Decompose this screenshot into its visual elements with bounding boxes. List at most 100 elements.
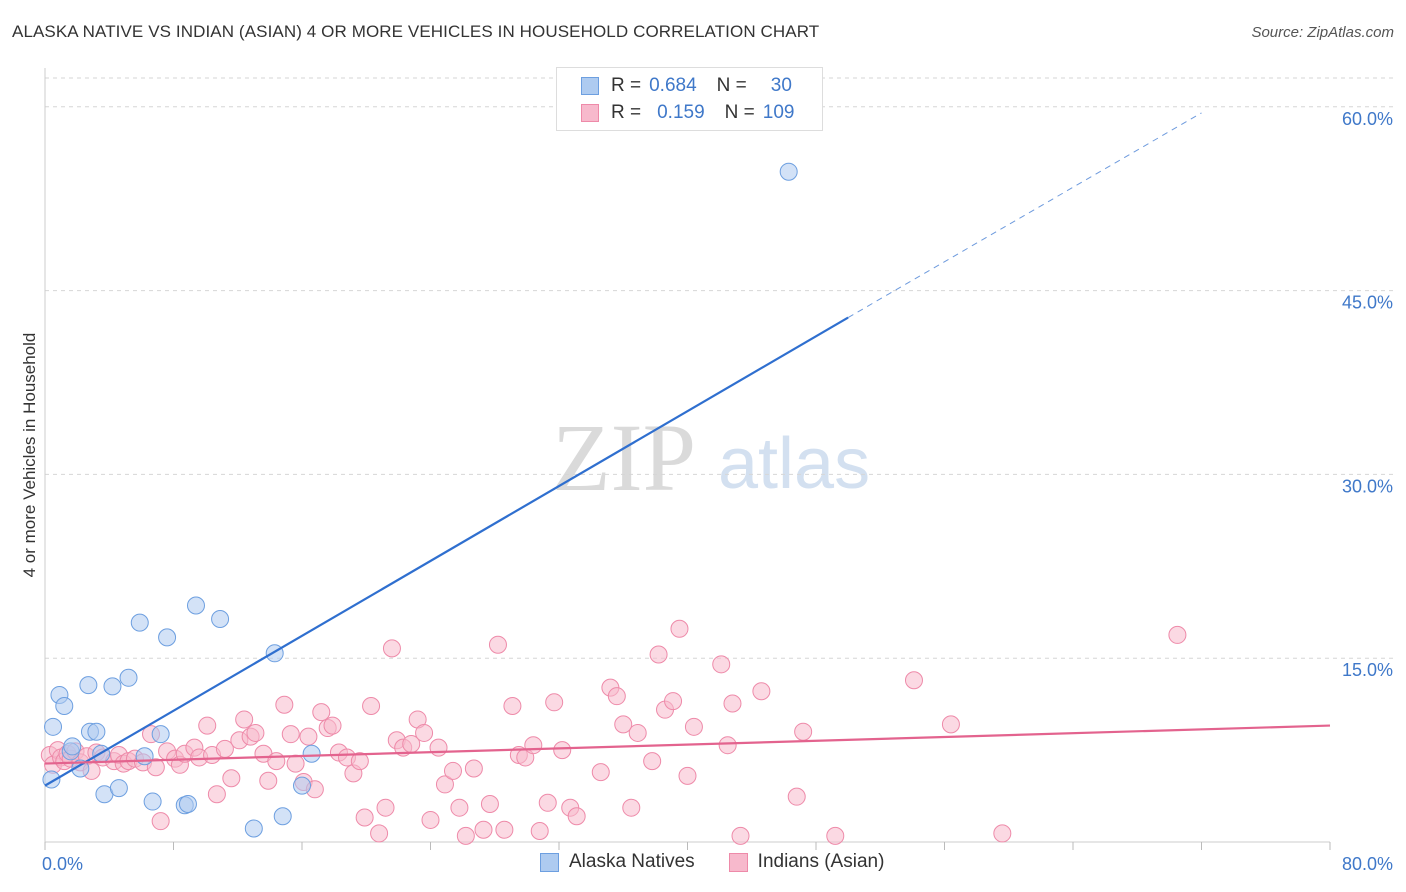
point-indians-asian: [376, 798, 395, 817]
point-indians-asian: [198, 716, 217, 735]
point-indians-asian: [723, 694, 742, 713]
legend-label-alaska-natives: Alaska Natives: [569, 851, 695, 872]
point-alaska-natives: [273, 807, 292, 826]
point-indians-asian: [435, 775, 454, 794]
point-alaska-natives: [178, 795, 197, 814]
y-tick-label: 30.0%: [1342, 476, 1393, 496]
point-indians-asian: [286, 754, 305, 773]
point-indians-asian: [752, 682, 771, 701]
point-alaska-natives: [779, 162, 798, 181]
legend-r-label: R =: [611, 102, 642, 123]
point-alaska-natives: [71, 759, 90, 778]
point-alaska-natives: [55, 696, 74, 715]
point-alaska-natives: [103, 677, 122, 696]
stats-legend: R = 0.684 N = 30 R = 0.159 N = 109: [556, 67, 823, 131]
point-indians-asian: [267, 752, 286, 771]
point-indians-asian: [474, 820, 493, 839]
point-alaska-natives: [293, 776, 311, 795]
point-indians-asian: [259, 771, 278, 790]
point-indians-asian: [275, 695, 294, 714]
grid: [45, 77, 1395, 659]
point-indians-asian: [464, 759, 483, 778]
point-indians-asian: [443, 761, 462, 780]
point-indians-asian: [731, 826, 750, 845]
legend-label-indians-asian: Indians (Asian): [757, 851, 885, 872]
point-indians-asian: [312, 703, 331, 722]
point-indians-asian: [553, 741, 572, 760]
legend-n-label: N =: [716, 75, 747, 96]
point-indians-asian: [826, 826, 845, 845]
legend-swatch-pink: [581, 104, 599, 122]
point-indians-asian: [941, 715, 960, 734]
trendlines: [44, 112, 1331, 787]
point-indians-asian: [904, 671, 923, 690]
point-alaska-natives: [135, 747, 154, 766]
legend-row-indians-asian: R = 0.159 N = 109: [581, 101, 794, 125]
point-alaska-natives: [44, 717, 63, 736]
point-indians-asian: [670, 619, 689, 638]
axes: [44, 68, 1331, 850]
trendline-indians-asian: [44, 724, 1331, 765]
trendline-alaska-natives-extension: [847, 112, 1202, 318]
point-indians-asian: [530, 821, 549, 840]
point-indians-asian: [323, 716, 342, 735]
point-indians-asian: [591, 763, 610, 782]
point-indians-asian: [450, 798, 469, 817]
point-indians-asian: [524, 736, 543, 755]
series-legend: Alaska Natives Indians (Asian): [540, 851, 918, 873]
point-indians-asian: [207, 785, 226, 804]
point-indians-asian: [664, 692, 683, 711]
point-indians-asian: [151, 812, 170, 831]
point-indians-asian: [712, 655, 731, 674]
y-tick-label: 45.0%: [1342, 293, 1393, 313]
point-alaska-natives: [130, 613, 149, 632]
point-indians-asian: [362, 696, 381, 715]
point-indians-asian: [235, 710, 254, 729]
legend-swatch-pink: [728, 852, 748, 872]
legend-r-value: 0.159: [657, 102, 705, 123]
point-indians-asian: [614, 715, 633, 734]
y-tick-label: 15.0%: [1342, 660, 1393, 680]
watermark-zip: ZIP: [552, 404, 696, 511]
point-alaska-natives: [109, 779, 128, 798]
point-indians-asian: [678, 766, 697, 785]
series-indians-asian: [40, 619, 1187, 845]
point-indians-asian: [382, 639, 401, 658]
legend-r-value: 0.684: [649, 75, 697, 96]
point-alaska-natives: [302, 744, 321, 763]
legend-n-value: 109: [762, 102, 795, 123]
point-indians-asian: [488, 635, 507, 654]
point-indians-asian: [545, 693, 564, 712]
point-indians-asian: [495, 820, 514, 839]
y-tick-label: 60.0%: [1342, 109, 1393, 129]
tick-labels: 15.0% 30.0% 45.0% 60.0% 0.0% 80.0%: [42, 109, 1393, 874]
point-indians-asian: [787, 787, 806, 806]
point-indians-asian: [146, 758, 165, 777]
point-indians-asian: [993, 824, 1012, 843]
legend-swatch-blue: [581, 77, 599, 95]
chart-title: ALASKA NATIVE VS INDIAN (ASIAN) 4 OR MOR…: [12, 22, 820, 41]
point-indians-asian: [370, 824, 389, 843]
point-indians-asian: [794, 722, 813, 741]
point-indians-asian: [607, 687, 626, 706]
x-tick-label: 80.0%: [1342, 854, 1393, 874]
point-indians-asian: [643, 752, 662, 771]
point-alaska-natives: [151, 725, 170, 744]
legend-item-alaska-natives: Alaska Natives: [540, 851, 695, 873]
point-indians-asian: [299, 727, 318, 746]
point-indians-asian: [421, 810, 440, 829]
point-indians-asian: [456, 826, 475, 845]
point-indians-asian: [222, 769, 241, 788]
source-label: Source: ZipAtlas.com: [1251, 24, 1394, 41]
point-indians-asian: [567, 807, 586, 826]
point-alaska-natives: [158, 628, 177, 647]
x-tick-label: 0.0%: [42, 854, 83, 874]
point-alaska-natives: [87, 722, 106, 741]
point-alaska-natives: [211, 609, 230, 628]
point-indians-asian: [350, 752, 369, 771]
legend-r-label: R =: [611, 75, 642, 96]
trendline-alaska-natives: [44, 316, 849, 787]
legend-n-value: 30: [770, 75, 792, 96]
legend-n-label: N =: [724, 102, 755, 123]
